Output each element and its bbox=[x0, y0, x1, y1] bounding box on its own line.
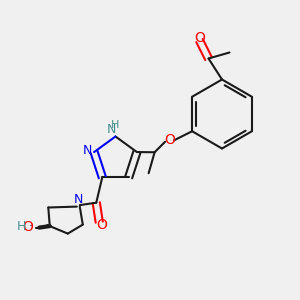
Text: O: O bbox=[96, 218, 107, 232]
Text: O: O bbox=[164, 133, 175, 147]
Text: N: N bbox=[106, 123, 116, 136]
Text: ·: · bbox=[28, 220, 32, 233]
Text: N: N bbox=[83, 144, 92, 157]
Text: H: H bbox=[16, 220, 26, 233]
Text: N: N bbox=[74, 193, 83, 206]
Text: O: O bbox=[194, 31, 205, 44]
Text: O: O bbox=[22, 220, 33, 234]
Text: H: H bbox=[110, 120, 119, 130]
